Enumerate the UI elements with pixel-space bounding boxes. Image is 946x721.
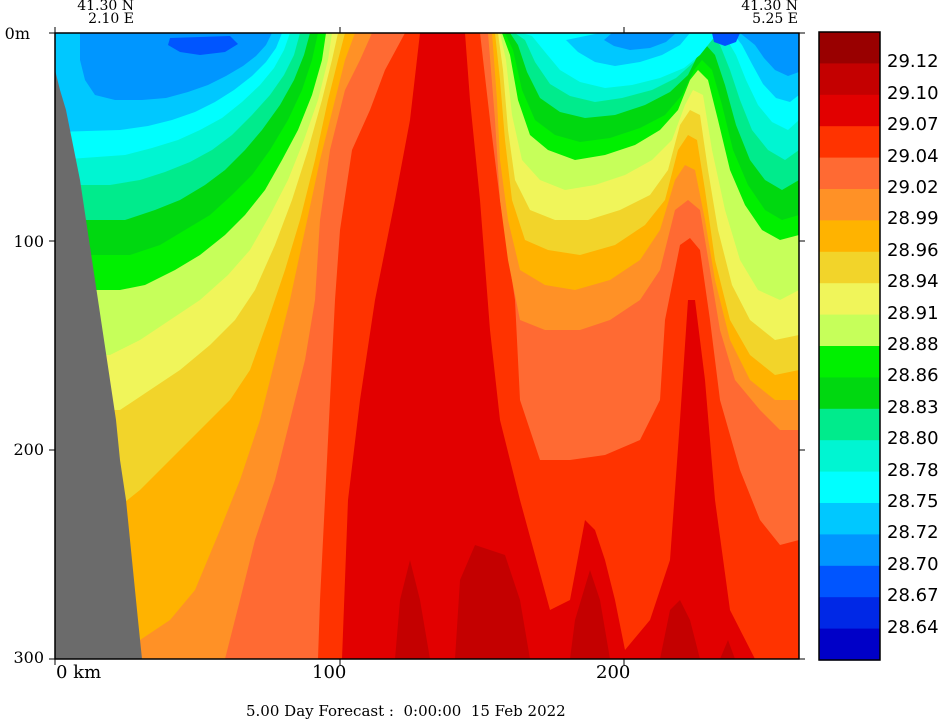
colorbar-swatch	[819, 534, 880, 567]
colorbar-swatch	[819, 220, 880, 253]
colorbar-swatch	[819, 471, 880, 504]
colorbar-swatch	[819, 157, 880, 190]
contour-band-28-70	[604, 33, 799, 76]
colorbar-label: 28.99	[887, 208, 939, 230]
forecast-footer: 5.00 Day Forecast : 0:00:00 15 Feb 2022	[246, 702, 566, 720]
colorbar-label: 28.83	[887, 396, 939, 418]
contour-field	[55, 33, 799, 659]
corner-right-lon: 5.25 E	[752, 11, 798, 27]
y-tick-label: 300	[13, 648, 44, 667]
colorbar-label: 28.88	[887, 334, 939, 355]
y-tick-label: 0m	[4, 24, 30, 43]
land-mask	[55, 33, 142, 659]
colorbar-frame	[818, 31, 881, 661]
corner-left-lon: 2.10 E	[88, 11, 134, 27]
colorbar-label: 28.75	[887, 491, 939, 512]
y-tick-label: 100	[13, 232, 44, 251]
colorbar-label: 29.10	[887, 82, 939, 104]
colorbar-swatch	[819, 440, 880, 473]
colorbar-swatch	[819, 377, 880, 410]
colorbar-label: 28.67	[887, 585, 939, 607]
colorbar-label: 28.78	[887, 459, 939, 481]
colorbar-swatch	[819, 597, 880, 630]
colorbar-label: 28.91	[887, 302, 939, 324]
colorbar-label: 29.07	[887, 114, 939, 136]
plot-frame	[54, 32, 800, 660]
colorbar-swatch	[819, 94, 880, 127]
colorbar-swatch	[819, 565, 880, 598]
colorbar-swatch	[819, 63, 880, 96]
contour-band-28-67	[712, 33, 740, 46]
colorbar-label: 28.72	[887, 522, 939, 544]
colorbar-label: 29.12	[887, 51, 939, 73]
colorbar-label: 28.70	[887, 553, 939, 575]
x-tick-label: 0 km	[56, 662, 102, 683]
contour-band-28-67	[168, 36, 238, 55]
colorbar-label: 29.02	[887, 177, 939, 198]
colorbar-swatch	[819, 32, 880, 64]
x-tick-label: 200	[596, 662, 631, 683]
corner-right-lat: 41.30 N	[741, 0, 798, 14]
x-tick-label: 100	[312, 662, 347, 683]
colorbar-label: 28.86	[887, 365, 939, 387]
contour-band-28-72	[528, 33, 799, 102]
colorbar-swatch	[819, 346, 880, 378]
colorbar-swatch	[819, 314, 880, 347]
colorbar-swatch	[819, 189, 880, 221]
colorbar-label: 28.96	[887, 239, 939, 261]
y-tick-label: 200	[13, 440, 44, 459]
colorbar-swatch	[819, 408, 880, 441]
y-axis-ticks	[49, 32, 805, 660]
colorbar-swatch	[819, 251, 880, 284]
colorbar-label: 28.94	[887, 271, 939, 293]
colorbar	[819, 32, 880, 661]
corner-left-lat: 41.30 N	[77, 0, 134, 14]
x-axis-ticks	[54, 27, 625, 665]
colorbar-label: 28.64	[887, 616, 939, 638]
colorbar-swatch	[819, 126, 880, 159]
colorbar-swatch	[819, 503, 880, 535]
colorbar-swatch	[819, 283, 880, 316]
colorbar-swatch	[819, 628, 880, 661]
colorbar-label: 28.80	[887, 428, 939, 450]
colorbar-label: 29.04	[887, 145, 939, 167]
